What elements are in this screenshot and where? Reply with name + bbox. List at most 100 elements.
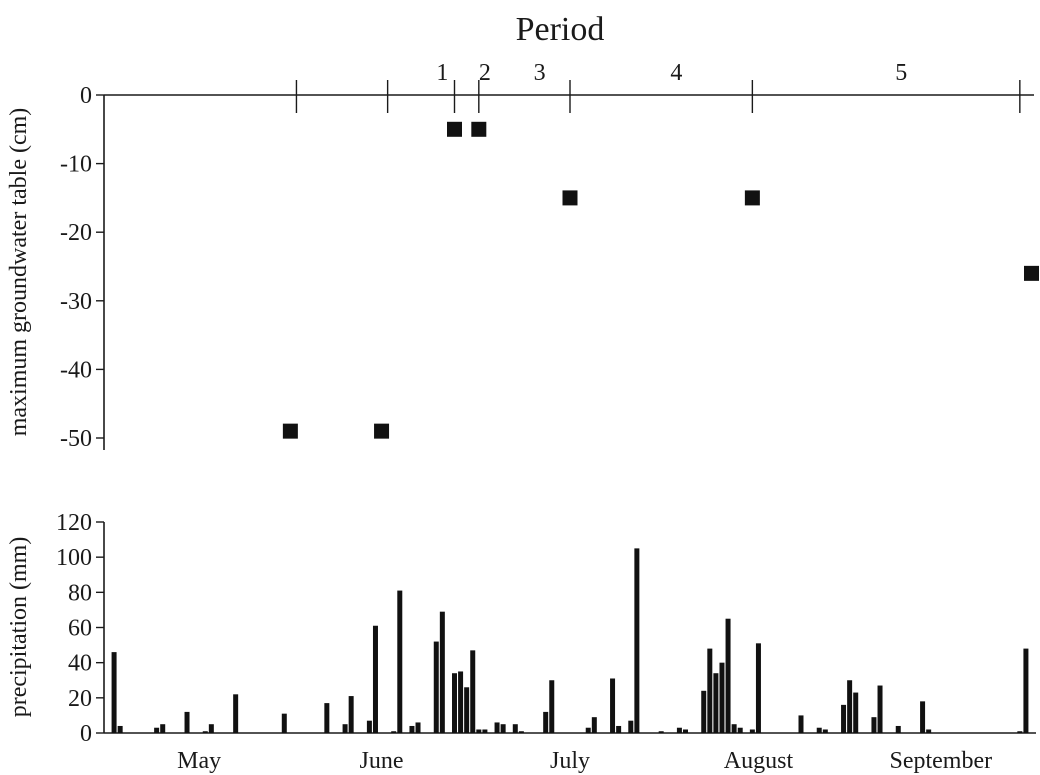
month-label: June: [360, 748, 404, 774]
precipitation-bar: [233, 694, 239, 733]
y-tick-label: 60: [68, 616, 92, 642]
groundwater-point: [447, 121, 462, 137]
precipitation-bar: [895, 725, 901, 733]
precipitation-bar: [470, 650, 476, 733]
groundwater-point: [1024, 265, 1039, 281]
precipitation-bar: [500, 724, 506, 733]
period-boundary-ticks: [295, 80, 1021, 113]
precipitation-bar: [847, 680, 853, 733]
precipitation-bar: [755, 643, 761, 733]
groundwater-panel: Period 0 -10 -20 -30 -40 -50 1 2 3 4 5 maximum gr…: [6, 11, 1039, 452]
precipitation-bar: [1017, 731, 1023, 733]
y-tick-label: -50: [60, 426, 92, 452]
precipitation-bar: [683, 729, 688, 733]
groundwater-point: [471, 121, 487, 137]
groundwater-point: [282, 423, 298, 439]
groundwater-point: [374, 423, 390, 439]
precipitation-bar: [464, 687, 470, 733]
precipitation-bar: [707, 648, 713, 733]
precipitation-bar: [610, 678, 616, 733]
precipitation-bar: [452, 673, 457, 733]
precipitation-bar: [397, 590, 403, 733]
precipitation-bar: [439, 611, 445, 733]
precipitation-bars: [111, 548, 1029, 733]
y-tick-label: -30: [60, 289, 92, 315]
precipitation-bar: [202, 731, 208, 733]
precipitation-y-ticks: 0 20 40 60 80 100 120: [56, 510, 104, 747]
precipitation-bar: [731, 724, 737, 733]
precipitation-bar: [494, 722, 500, 733]
groundwater-point: [562, 190, 578, 206]
period-label: 5: [895, 60, 907, 86]
precipitation-bar: [348, 696, 354, 733]
month-label: July: [550, 748, 590, 774]
y-tick-label: 80: [68, 580, 92, 606]
precipitation-bar: [391, 731, 397, 733]
precipitation-bar: [877, 685, 883, 733]
y-tick-label: 40: [68, 651, 92, 677]
precipitation-y-label: precipitation (mm): [6, 537, 32, 718]
precipitation-bar: [737, 727, 743, 733]
y-tick-label: 0: [80, 83, 92, 109]
period-label: 1: [436, 60, 448, 86]
precipitation-bar: [482, 729, 488, 733]
precipitation-bar: [160, 724, 166, 733]
groundwater-y-ticks: 0 -10 -20 -30 -40 -50: [60, 83, 104, 452]
precipitation-bar: [701, 690, 707, 733]
y-tick-label: -20: [60, 220, 92, 246]
precipitation-bar: [476, 729, 482, 733]
groundwater-y-label: maximum groundwater table (cm): [6, 108, 32, 437]
precipitation-bar: [585, 727, 591, 733]
precipitation-bar: [458, 671, 464, 733]
month-label: August: [724, 748, 794, 774]
precipitation-bar: [366, 720, 372, 733]
precipitation-bar: [616, 725, 622, 733]
precipitation-bar: [658, 731, 664, 733]
precipitation-bar: [853, 692, 859, 733]
precipitation-bar: [324, 703, 330, 733]
precipitation-panel: 0 20 40 60 80 100 120 May June July August Septemb…: [6, 510, 1036, 774]
period-labels: 1 2 3 4 5: [436, 60, 907, 86]
y-tick-label: -10: [60, 152, 92, 178]
precipitation-bar: [208, 724, 214, 733]
precipitation-bar: [749, 729, 755, 733]
precipitation-bar: [841, 704, 847, 733]
precipitation-bar: [154, 727, 160, 733]
y-tick-label: 100: [56, 545, 92, 571]
precipitation-bar: [549, 680, 555, 733]
precipitation-bar: [281, 713, 287, 733]
period-label: 3: [534, 60, 546, 86]
precipitation-bar: [926, 729, 932, 733]
groundwater-points: [282, 121, 1039, 439]
period-title: Period: [516, 11, 605, 48]
precipitation-bar: [920, 701, 926, 733]
y-tick-label: 0: [80, 721, 92, 747]
y-tick-label: 120: [56, 510, 92, 536]
precipitation-bar: [372, 625, 378, 733]
precipitation-bar: [409, 725, 415, 733]
precipitation-bar: [415, 722, 421, 733]
y-tick-label: 20: [68, 686, 92, 712]
groundwater-point: [744, 190, 760, 206]
precipitation-bar: [634, 548, 640, 733]
precipitation-bar: [543, 711, 549, 733]
precipitation-bar: [518, 731, 524, 733]
precipitation-bar: [111, 652, 117, 733]
month-labels: May June July August September: [177, 748, 992, 774]
precipitation-bar: [433, 641, 439, 733]
precipitation-bar: [871, 717, 877, 733]
precipitation-bar: [725, 618, 731, 733]
precipitation-bar: [184, 711, 190, 733]
precipitation-bar: [822, 729, 828, 733]
precipitation-bar: [512, 724, 518, 733]
y-tick-label: -40: [60, 357, 92, 383]
precipitation-bar: [342, 724, 348, 733]
precipitation-bar: [628, 720, 634, 733]
precipitation-bar: [719, 662, 725, 733]
month-label: May: [177, 748, 221, 774]
precipitation-bar: [676, 727, 682, 733]
period-label: 2: [479, 60, 491, 86]
precipitation-bar: [1023, 648, 1029, 733]
precipitation-bar: [713, 673, 719, 733]
